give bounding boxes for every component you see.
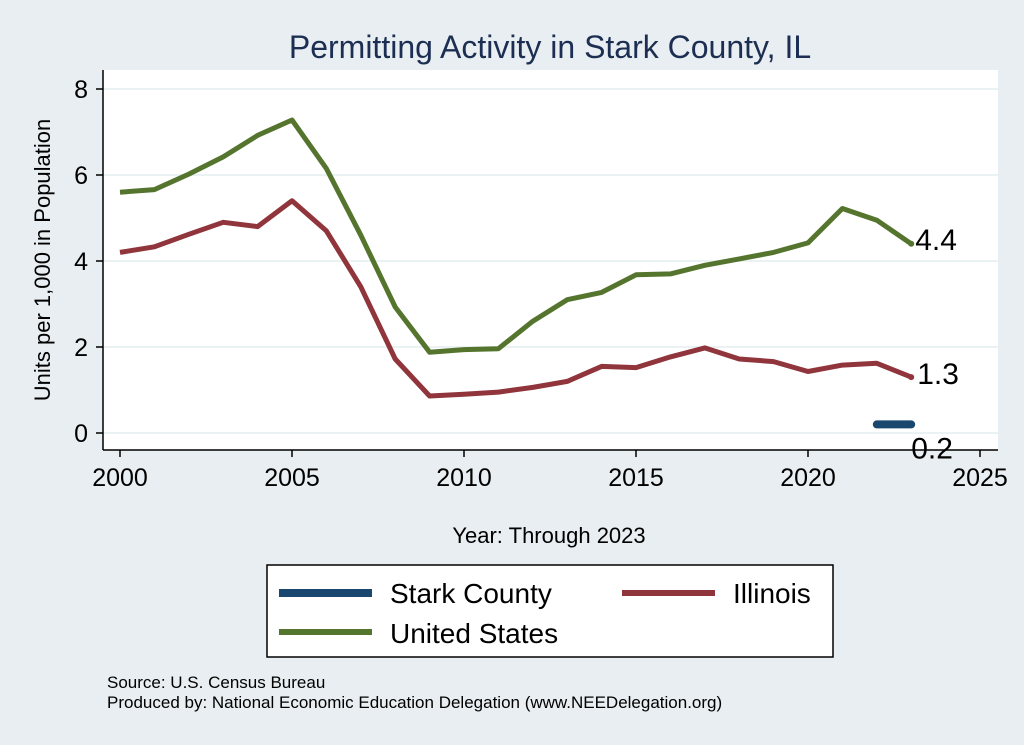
- series-line-illinois: [119, 198, 913, 399]
- legend-label-united-states: United States: [390, 618, 558, 649]
- chart-title: Permitting Activity in Stark County, IL: [289, 29, 811, 65]
- legend-label-illinois: Illinois: [733, 578, 811, 609]
- produced-by-note: Produced by: National Economic Education…: [107, 693, 722, 712]
- y-axis-label: Units per 1,000 in Population: [30, 119, 55, 402]
- x-tick-label-2010: 2010: [436, 464, 492, 492]
- y-tick-label-8: 8: [74, 76, 88, 104]
- source-note: Source: U.S. Census Bureau: [107, 673, 325, 692]
- series-lines: [119, 117, 916, 429]
- grid: [103, 88, 998, 434]
- end-label-united-states: 4.4: [915, 224, 957, 257]
- x-tick-label-2005: 2005: [264, 464, 320, 492]
- x-axis-label: Year: Through 2023: [452, 523, 645, 548]
- y-tick-label-2: 2: [74, 334, 88, 362]
- x-tick-label-2015: 2015: [608, 464, 664, 492]
- series-endpoint-united-states: [908, 240, 915, 247]
- y-tick-label-0: 0: [74, 420, 88, 448]
- end-label-stark-county: 0.2: [911, 432, 953, 465]
- end-label-illinois: 1.3: [917, 358, 959, 391]
- legend-box: [266, 564, 834, 658]
- x-tick-label-2020: 2020: [780, 464, 836, 492]
- series-line-united-states: [119, 117, 913, 355]
- x-tick-label-2000: 2000: [92, 464, 148, 492]
- series-endpoint-illinois: [908, 374, 915, 381]
- legend: Stark County Illinois United States: [266, 564, 834, 658]
- legend-label-stark-county: Stark County: [390, 578, 552, 609]
- series-endpoint-stark-county: [908, 421, 915, 428]
- x-tick-label-2025: 2025: [952, 464, 1008, 492]
- y-tick-label-6: 6: [74, 162, 88, 190]
- end-labels: 0.2 1.3 4.4: [911, 224, 959, 466]
- y-tick-label-4: 4: [74, 248, 88, 276]
- axes: 0 2 4 6 8 2000 2005 2010 2015 2020 2025: [74, 70, 1008, 492]
